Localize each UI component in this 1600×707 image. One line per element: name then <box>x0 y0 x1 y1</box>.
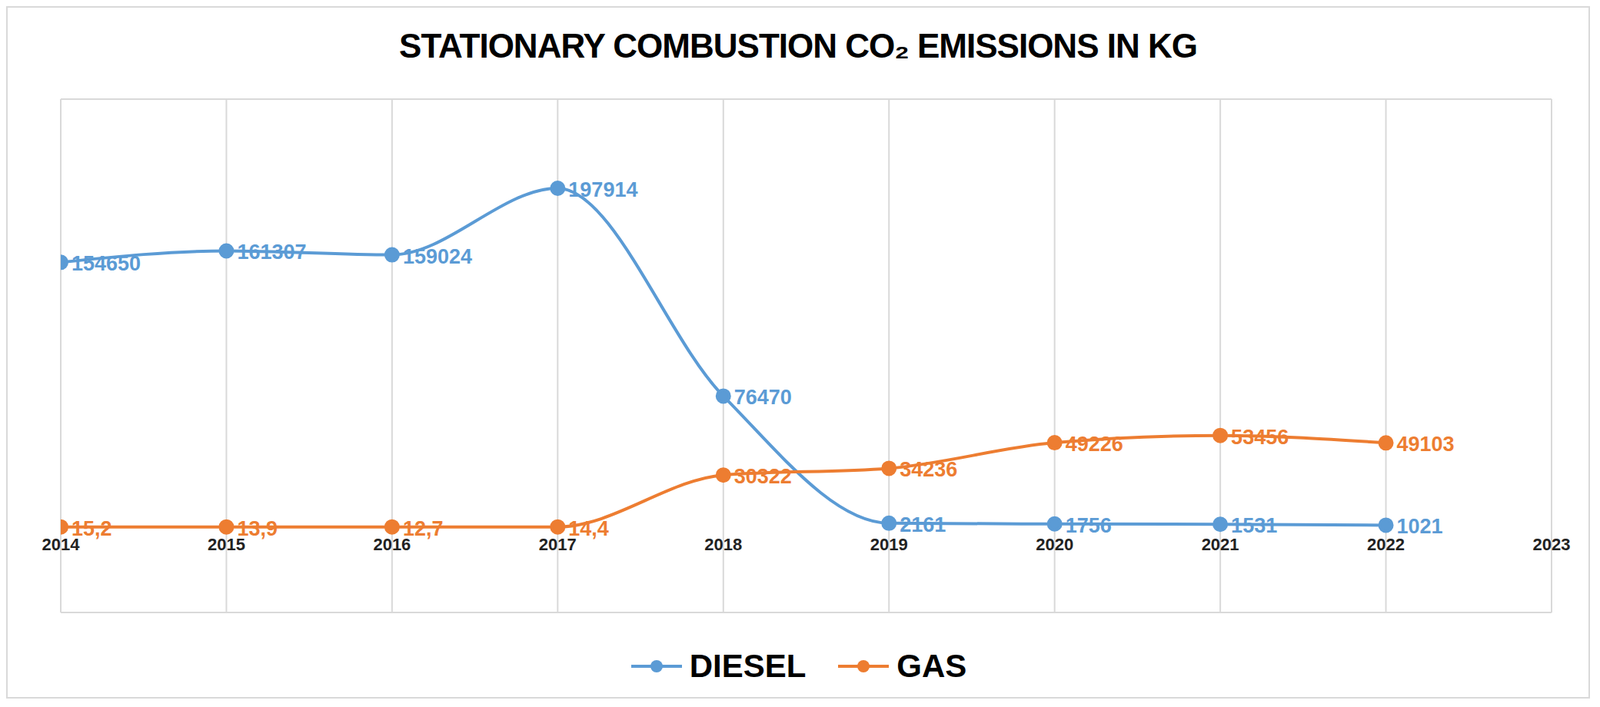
svg-text:1531: 1531 <box>1230 514 1278 538</box>
svg-text:13,9: 13,9 <box>236 517 278 541</box>
html-text:DIESEL: DIESEL <box>689 648 806 685</box>
svg-text:2017: 2017 <box>538 534 577 555</box>
html-text:STATIONARY COMBUSTION CO₂ EMIS: STATIONARY COMBUSTION CO₂ EMISSIONS IN K… <box>399 26 1198 65</box>
svg-text:159024: 159024 <box>402 245 473 269</box>
svg-text:2018: 2018 <box>704 535 742 555</box>
svg-text:12,7: 12,7 <box>402 517 444 541</box>
svg-text:2021: 2021 <box>1201 535 1240 555</box>
svg-text:2014: 2014 <box>41 534 80 555</box>
svg-text:15,2: 15,2 <box>71 517 113 541</box>
svg-text:154650: 154650 <box>71 252 141 276</box>
html-text:GAS: GAS <box>896 648 967 685</box>
svg-text:1756: 1756 <box>1065 514 1112 538</box>
svg-text:2020: 2020 <box>1035 535 1074 555</box>
svg-text:76470: 76470 <box>734 385 792 410</box>
svg-text:34236: 34236 <box>899 458 958 482</box>
svg-text:53456: 53456 <box>1230 425 1289 450</box>
svg-text:30322: 30322 <box>734 465 792 489</box>
svg-text:49103: 49103 <box>1397 432 1455 456</box>
svg-text:49226: 49226 <box>1065 432 1124 456</box>
svg-text:2161: 2161 <box>899 513 946 537</box>
svg-text:14,4: 14,4 <box>568 517 609 541</box>
svg-text:1021: 1021 <box>1397 515 1444 539</box>
svg-text:2015: 2015 <box>207 534 246 555</box>
svg-text:2023: 2023 <box>1533 535 1571 555</box>
svg-text:197914: 197914 <box>568 178 638 202</box>
svg-text:161307: 161307 <box>236 240 307 264</box>
svg-text:2022: 2022 <box>1367 534 1405 555</box>
svg-text:2016: 2016 <box>373 534 411 555</box>
svg-text:2019: 2019 <box>870 535 909 555</box>
